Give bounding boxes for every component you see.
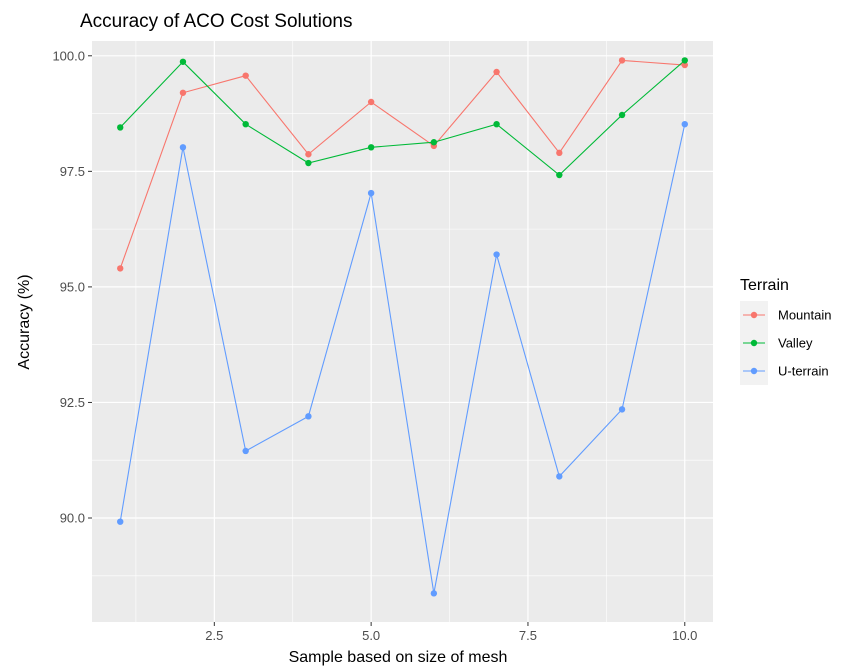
data-point-u-terrain (681, 120, 688, 128)
data-point-mountain (117, 265, 124, 272)
x-tick-label: 5.0 (362, 628, 380, 643)
data-point-u-terrain (430, 590, 438, 597)
chart-title: Accuracy of ACO Cost Solutions (80, 11, 352, 32)
y-tick-label: 100.0 (52, 48, 85, 63)
legend-label-mountain: Mountain (778, 308, 831, 323)
data-point-mountain (618, 57, 626, 64)
data-point-u-terrain (367, 189, 375, 197)
data-point-u-terrain (556, 473, 563, 480)
data-point-valley (242, 120, 249, 128)
x-tick-label: 2.5 (205, 628, 223, 643)
data-point-mountain (305, 151, 312, 158)
data-point-valley (430, 139, 438, 146)
series-line-u-terrain (119, 124, 686, 594)
y-tick-label: 92.5 (60, 395, 85, 410)
series-layer (117, 57, 688, 597)
data-point-valley (493, 120, 500, 128)
data-point-u-terrain (493, 251, 500, 258)
grid-major (92, 41, 713, 622)
data-point-valley (681, 57, 688, 64)
x-tick-label: 7.5 (519, 628, 537, 643)
data-point-mountain (681, 61, 688, 69)
x-tick-label: 10.0 (672, 628, 697, 643)
grid-minor (92, 41, 713, 622)
data-point-mountain (556, 149, 563, 157)
data-point-u-terrain (117, 518, 124, 525)
y-tick-label: 97.5 (60, 164, 85, 179)
series-line-mountain (119, 59, 685, 269)
data-point-valley (367, 144, 375, 151)
data-point-mountain (367, 98, 375, 106)
legend: Terrain Mountain Valley U-terrain (740, 277, 831, 385)
data-point-mountain (179, 89, 187, 96)
legend-point-valley (750, 339, 758, 347)
legend-label-valley: Valley (778, 336, 813, 351)
legend-point-u-terrain (750, 367, 758, 375)
data-point-valley (179, 58, 187, 65)
legend-point-mountain (750, 311, 758, 319)
data-point-valley (305, 159, 312, 167)
data-point-valley (618, 111, 626, 119)
legend-label-u-terrain: U-terrain (778, 364, 829, 379)
data-point-u-terrain (618, 406, 626, 413)
series-line-valley (119, 59, 686, 176)
x-axis-title: Sample based on size of mesh (289, 649, 508, 666)
y-axis: 90.0 92.5 95.0 97.5 100.0 (52, 48, 92, 526)
data-point-valley (117, 124, 124, 131)
data-point-u-terrain (179, 144, 187, 151)
data-point-u-terrain (242, 447, 249, 455)
x-axis: 2.5 5.0 7.5 10.0 (205, 622, 697, 643)
y-tick-label: 90.0 (60, 511, 85, 526)
data-point-mountain (493, 68, 500, 76)
data-point-valley (556, 171, 563, 179)
data-point-u-terrain (305, 413, 312, 420)
y-axis-title: Accuracy (%) (16, 274, 33, 369)
data-point-mountain (242, 72, 249, 79)
y-tick-label: 95.0 (60, 279, 85, 294)
legend-title: Terrain (740, 277, 789, 294)
plot-panel (92, 41, 713, 622)
